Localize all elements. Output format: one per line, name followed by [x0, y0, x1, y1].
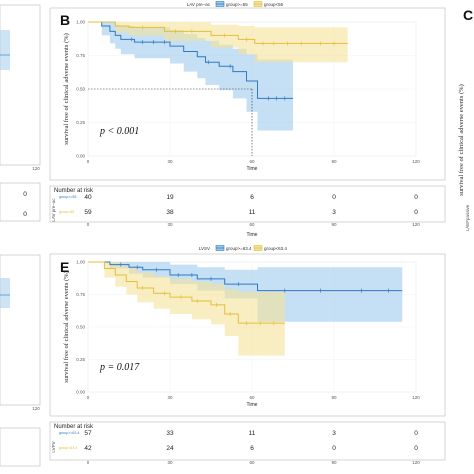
x-axis-label: Time — [247, 402, 258, 408]
panel-letter: E — [60, 259, 69, 275]
risk-count: 59 — [84, 209, 92, 216]
left-bottom-tick: 120 — [32, 406, 40, 411]
y-tick-label: 1.00 — [76, 260, 85, 265]
y-tick-label: 0.25 — [76, 120, 85, 125]
risk-x-tick-label: 90 — [331, 460, 337, 465]
risk-count: 24 — [166, 445, 174, 452]
risk-table-frame — [49, 185, 446, 223]
x-tick-label: 30 — [167, 395, 173, 400]
risk-count: 0 — [332, 194, 336, 201]
panel-c-ylabel: survival free of clinical adverse events… — [458, 84, 465, 196]
right-cropped-panel: C survival free of clinical adverse even… — [458, 7, 473, 231]
x-tick-label: 0 — [87, 159, 90, 164]
legend-entry: group<63.4 — [264, 246, 287, 251]
risk-x-tick-label: 0 — [87, 222, 90, 227]
x-tick-label: 0 — [87, 395, 90, 400]
left-top-plot-frame — [0, 4, 41, 166]
y-tick-label: 0.00 — [76, 390, 85, 395]
survival-curve-yellow — [88, 261, 285, 324]
risk-count: 3 — [332, 209, 336, 216]
panel-e: E LVSV group>=63.4 group<63.4 0.00 0.25 0.50 0.… — [49, 245, 446, 465]
panel-c-letter: C — [463, 7, 473, 23]
risk-x-tick-label: 60 — [249, 460, 255, 465]
left-bottom-ci-fragment — [0, 278, 10, 308]
left-bottom-plot-frame — [0, 254, 41, 406]
y-tick-label: 0.75 — [76, 53, 85, 58]
y-axis-label: survival free of clinical adverse events… — [63, 271, 70, 383]
risk-row-label: group<63.4 — [59, 446, 77, 450]
x-tick-label: 90 — [331, 395, 337, 400]
x-tick-label: 90 — [331, 159, 337, 164]
risk-table-frame — [49, 421, 446, 461]
risk-count: 11 — [249, 209, 256, 216]
confidence-band-yellow — [88, 22, 348, 63]
left-top-tick: 120 — [32, 166, 40, 171]
y-tick-label: 0.25 — [76, 357, 85, 362]
risk-count: 3 — [332, 430, 336, 437]
panel-letter: B — [60, 12, 70, 28]
x-tick-label: 30 — [167, 159, 173, 164]
y-tick-label: 0.50 — [76, 87, 85, 92]
risk-count: 11 — [249, 430, 256, 437]
p-value: p < 0.001 — [99, 126, 139, 137]
left-top-risk-frame — [0, 182, 41, 222]
left-top-ci-fragment — [0, 30, 10, 70]
risk-row-label: group>=55 — [59, 195, 76, 199]
risk-count: 0 — [414, 445, 418, 452]
survival-curve-blue — [88, 21, 293, 99]
risk-count: 57 — [84, 430, 92, 437]
left-cropped-panel: 120 0 0 120 — [0, 4, 41, 467]
risk-x-tick-label: 90 — [331, 222, 337, 227]
risk-count: 0 — [414, 209, 418, 216]
risk-count: 40 — [84, 194, 92, 201]
y-tick-label: 1.00 — [76, 20, 85, 25]
p-value: p = 0.017 — [99, 362, 140, 373]
left-top-risk-value: 0 — [23, 191, 27, 198]
survival-curve-blue — [88, 261, 403, 292]
risk-x-tick-label: 30 — [167, 460, 173, 465]
risk-count: 0 — [414, 430, 418, 437]
risk-count: 0 — [332, 445, 336, 452]
risk-table-title: Number at risk — [54, 424, 94, 430]
risk-strata-label: LAV pre−ac — [51, 198, 56, 222]
y-tick-label: 0.50 — [76, 325, 85, 330]
risk-count: 6 — [250, 194, 254, 201]
survival-curve-yellow — [88, 21, 348, 44]
x-tick-label: 120 — [412, 395, 420, 400]
risk-x-axis-label: Time — [247, 232, 258, 238]
legend-title: LAV pre−ac — [187, 2, 211, 7]
x-axis-label: Time — [247, 166, 258, 172]
left-top-risk-value-2: 0 — [23, 211, 27, 218]
left-bottom-risk-frame — [0, 427, 41, 467]
risk-count: 42 — [84, 445, 92, 452]
risk-row-label: group>=63.4 — [59, 431, 79, 435]
y-tick-label: 0.75 — [76, 292, 85, 297]
y-axis-label: survival free of clinical adverse events… — [63, 33, 70, 145]
legend-entry: group<55 — [264, 2, 284, 7]
x-tick-label: 60 — [249, 159, 255, 164]
risk-x-tick-label: 120 — [412, 460, 420, 465]
risk-count: 33 — [166, 430, 174, 437]
risk-count: 6 — [250, 445, 254, 452]
y-tick-label: 0.00 — [76, 154, 85, 159]
risk-x-tick-label: 120 — [412, 222, 420, 227]
risk-table-title: Number at risk — [54, 188, 94, 194]
risk-count: 0 — [414, 194, 418, 201]
risk-x-tick-label: 60 — [249, 222, 255, 227]
risk-count: 19 — [166, 194, 174, 201]
risk-strata-label: LVPV — [51, 441, 56, 452]
risk-count: 38 — [166, 209, 174, 216]
panel-c-risk-label: LAEFpassive — [465, 204, 470, 231]
x-tick-label: 60 — [249, 395, 255, 400]
legend-entry: group>=63.4 — [226, 246, 252, 251]
legend-title: LVSV — [199, 246, 210, 251]
risk-x-tick-label: 0 — [87, 460, 90, 465]
x-tick-label: 120 — [412, 159, 420, 164]
legend-entry: group>=55 — [226, 2, 248, 7]
risk-row-label: group<55 — [59, 210, 74, 214]
risk-x-tick-label: 30 — [167, 222, 173, 227]
